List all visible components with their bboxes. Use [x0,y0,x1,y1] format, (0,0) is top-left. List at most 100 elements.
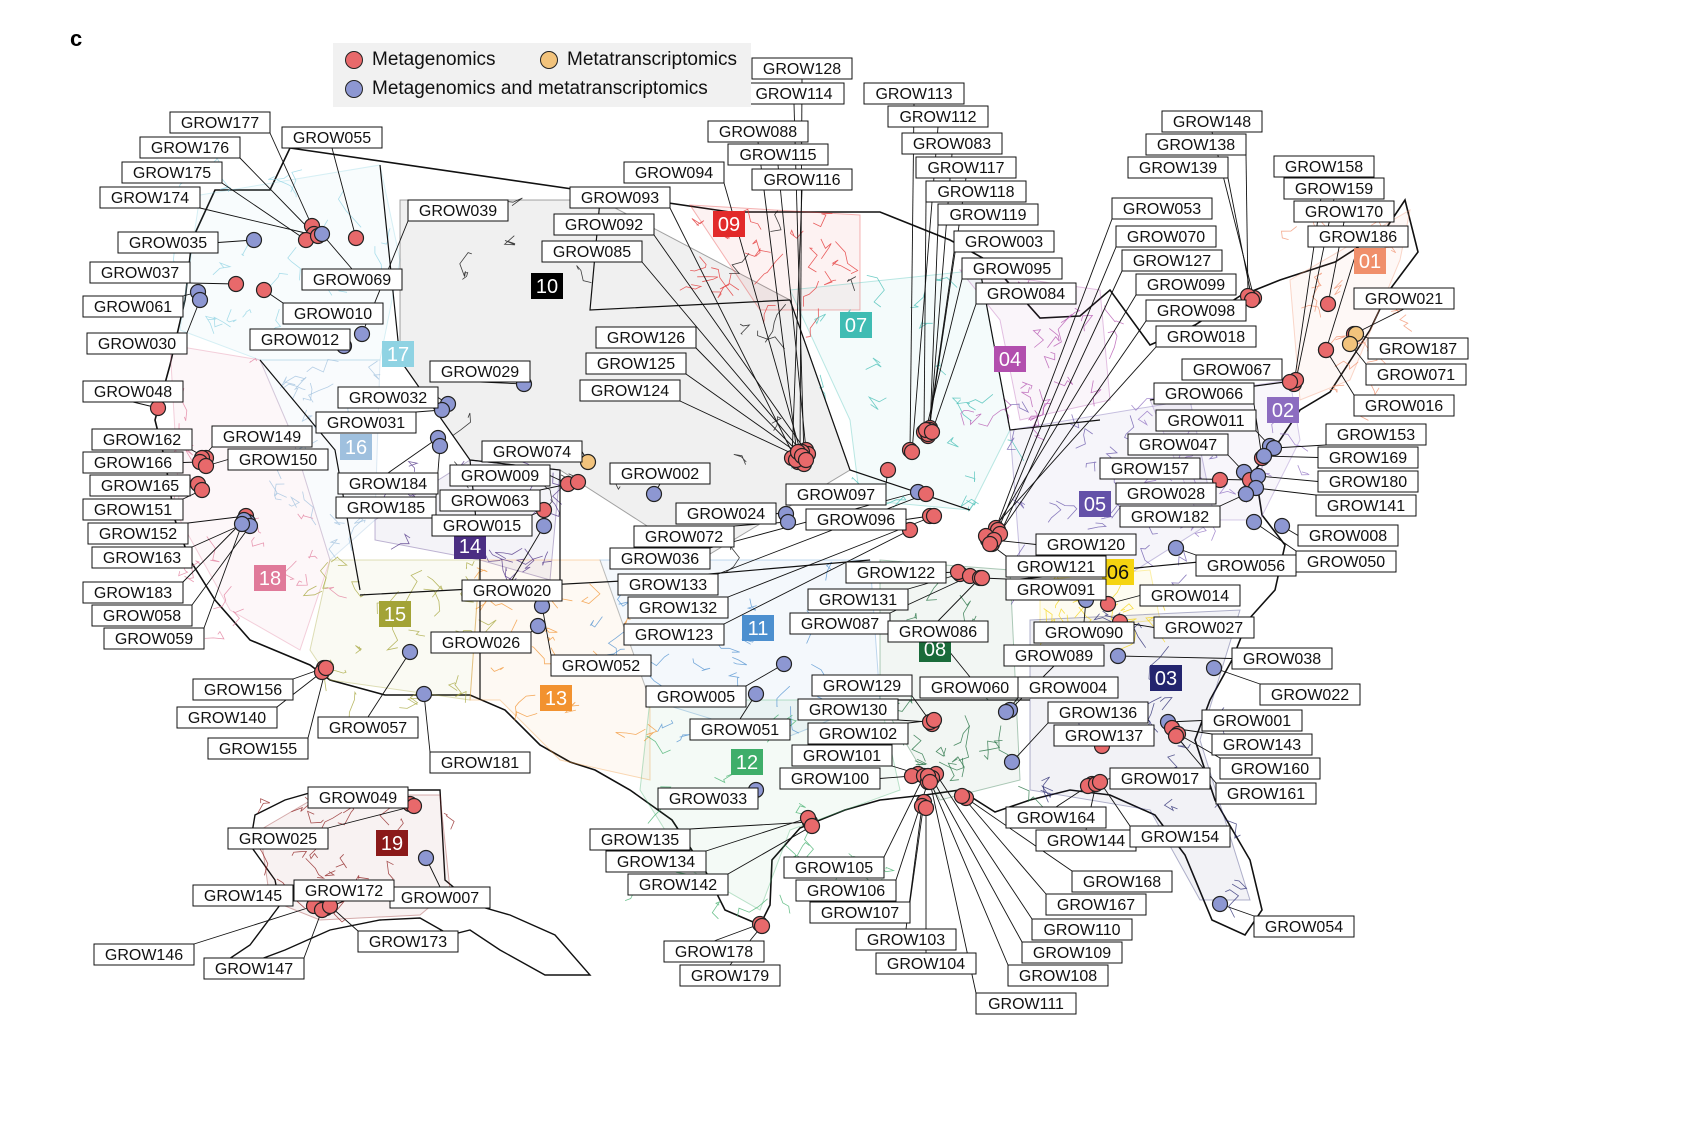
site-label-text: GROW074 [493,444,571,461]
site-marker [529,617,547,635]
region-code-box: 02 [1267,397,1299,423]
site-label-text: GROW174 [111,190,189,207]
leader-line [717,493,927,575]
site-label-text: GROW153 [1337,427,1415,444]
site-label: GROW060 [919,676,1021,699]
region-code-label: 16 [345,437,367,459]
site-label-text: GROW057 [329,720,407,737]
site-label: GROW014 [1139,584,1241,607]
leader-line [1253,521,1297,552]
site-label-text: GROW055 [293,130,371,147]
site-labels: GROW177 GROW176 GROW175 GROW174 GROW055 GROW0… [82,57,1469,1015]
site-label-text: GROW114 [755,86,832,103]
site-label-text: GROW170 [1305,204,1383,221]
site-label-text: GROW165 [101,478,179,495]
site-label-text: GROW048 [94,384,172,401]
site-label-text: GROW125 [597,356,675,373]
leader-line [935,773,1033,920]
region-code-label: 12 [736,752,758,774]
site-label-text: GROW176 [151,140,229,157]
site-label-text: GROW026 [442,635,520,652]
site-label-text: GROW139 [1139,160,1217,177]
site-marker [197,457,215,475]
site-label: GROW085 [541,240,643,263]
leader-line [367,651,411,718]
site-label: GROW156 [192,678,294,701]
site-label-text: GROW087 [801,616,879,633]
leader-line [239,157,315,235]
leader-line [985,346,1157,537]
site-marker [353,325,371,343]
site-label: GROW022 [1259,683,1361,706]
region-code-label: 14 [459,536,481,558]
site-label-text: GROW110 [1043,922,1120,939]
site-label-text: GROW113 [875,86,952,103]
site-label-text: GROW118 [937,184,1014,201]
site-label: GROW107 [809,901,911,924]
site-label-text: GROW161 [1227,786,1305,803]
site-marker [921,773,939,791]
site-markers [149,217,1365,935]
site-label-text: GROW187 [1379,341,1457,358]
leader-line [987,294,1137,541]
site-marker [431,437,449,455]
site-label-text: GROW007 [401,890,479,907]
site-label: GROW150 [227,448,329,471]
legend-label: Metatranscriptomics [567,49,737,70]
site-label: GROW141 [1315,494,1417,517]
leader-line [923,201,927,433]
site-marker [997,703,1015,721]
site-label: GROW005 [645,685,747,708]
site-marker [255,281,273,299]
region-code-boxes: 01 02 03 04 05 06 07 08 09 10 11 12 13 14 15 16 17 18 19 [254,211,1386,856]
legend-item-metatranscriptomics: Metatranscriptomics [540,49,737,71]
leader-line [961,795,1047,895]
leader-line [191,525,251,606]
region-code-label: 01 [1359,251,1381,273]
site-label-text: GROW054 [1265,919,1343,936]
region-code-box: 12 [731,749,763,775]
site-label: GROW083 [901,132,1003,155]
site-marker [1109,647,1127,665]
site-label-text: GROW060 [931,680,1009,697]
leader-line [705,817,809,852]
site-label-text: GROW017 [1121,771,1199,788]
site-label: GROW179 [679,964,781,987]
site-label-text: GROW116 [763,172,840,189]
site-label-text: GROW061 [94,299,172,316]
site-label: GROW021 [1353,287,1455,310]
site-label: GROW159 [1283,177,1385,200]
region-code-box: 11 [742,615,774,641]
site-marker [1273,517,1291,535]
site-marker [981,535,999,553]
site-label: GROW166 [82,451,184,474]
site-label: GROW162 [91,428,193,451]
site-marker [193,481,211,499]
site-label: GROW168 [1071,870,1173,893]
site-marker [925,507,943,525]
site-label-text: GROW182 [1131,509,1209,526]
site-label-text: GROW027 [1165,620,1243,637]
site-label: GROW184 [337,472,439,495]
site-marker [1341,335,1359,353]
site-label: GROW112 [887,105,989,128]
site-label: GROW063 [439,489,541,512]
site-label-text: GROW128 [763,61,841,78]
site-label-text: GROW173 [369,934,447,951]
site-label: GROW061 [82,295,184,318]
site-label-text: GROW066 [1165,386,1243,403]
site-label: GROW117 [915,156,1017,179]
site-label-text: GROW124 [591,383,669,400]
site-label-text: GROW177 [181,115,259,132]
leader-line [1227,177,1253,301]
leader-line [909,801,925,903]
site-label: GROW101 [791,744,893,767]
metagenomics-dot-icon [345,51,363,69]
site-label-text: GROW132 [639,600,717,617]
site-label-text: GROW011 [1167,413,1244,430]
leader-line [221,182,307,241]
site-label-text: GROW012 [261,332,339,349]
site-label: GROW089 [1003,644,1105,667]
site-label: GROW096 [805,508,907,531]
leader-line [331,147,357,239]
